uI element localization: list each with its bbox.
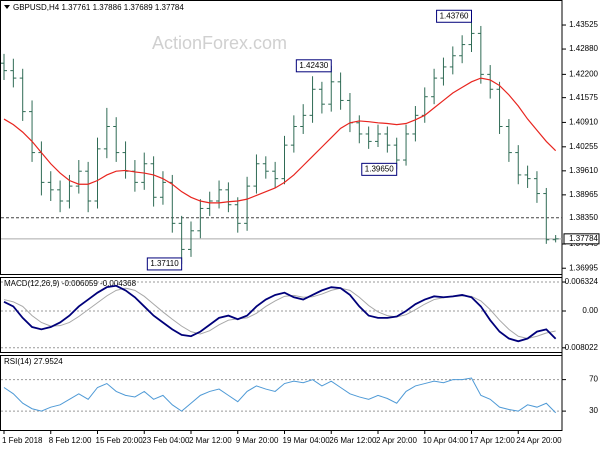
- y-tick-label: 1.43525: [569, 20, 598, 29]
- rsi-line: [3, 377, 557, 414]
- menu-arrow[interactable]: [4, 5, 10, 9]
- x-tick-label: 2 Mar 12:00: [189, 436, 232, 445]
- annotation: 1.43760: [436, 9, 472, 23]
- x-tick-label: 2 Apr 20:00: [376, 436, 417, 445]
- annotation: 1.39650: [361, 162, 398, 176]
- x-tick-label: 19 Mar 04:00: [283, 436, 331, 445]
- y-tick-label: 0.006324: [565, 277, 599, 286]
- y-tick-label: 1.42200: [569, 69, 598, 78]
- x-tick-label: 8 Feb 12:00: [49, 436, 92, 445]
- rsi-title: RSI(14) 27.9524: [4, 357, 63, 366]
- last-price-label: 1.37784: [569, 234, 598, 243]
- annotation-label: 1.43760: [440, 11, 469, 20]
- last-price-box: [563, 233, 600, 245]
- price-level-label: 1.38350: [569, 213, 598, 222]
- moving-average: [3, 77, 557, 204]
- x-tick-label: 26 Mar 12:00: [329, 436, 377, 445]
- chart-title: GBPUSD,H4 1.37761 1.37886 1.37689 1.3778…: [13, 3, 184, 12]
- annotation-box: [146, 257, 183, 271]
- x-tick-label: 10 Apr 04:00: [423, 436, 469, 445]
- y-tick-label: 30: [589, 406, 598, 415]
- y-tick-label: 1.39610: [569, 166, 598, 175]
- y-tick-label: 1.41575: [569, 93, 598, 102]
- x-tick-label: 17 Apr 12:00: [470, 436, 516, 445]
- annotation: 1.37110: [146, 257, 183, 271]
- y-tick-label: 1.38965: [569, 190, 598, 199]
- x-tick-label: 9 Mar 20:00: [236, 436, 279, 445]
- x-tick-label: 1 Feb 2018: [2, 436, 43, 445]
- x-tick-label: 24 Apr 20:00: [516, 436, 562, 445]
- annotation-box: [436, 9, 472, 23]
- annotation-label: 1.39650: [365, 164, 394, 173]
- watermark: ActionForex.com: [152, 33, 287, 53]
- y-tick-label: 1.42880: [569, 44, 598, 53]
- macd-title: MACD(12,26,9) -0.006059 -0.004368: [4, 279, 137, 288]
- annotation-label: 1.37110: [150, 259, 179, 268]
- y-tick-label: 1.40255: [569, 142, 598, 151]
- y-tick-label: -0.008022: [562, 343, 599, 352]
- annotation-label: 1.42430: [299, 61, 328, 70]
- macd-line: [3, 284, 557, 343]
- y-tick-label: 1.36995: [569, 263, 598, 272]
- x-tick-label: 23 Feb 04:00: [142, 436, 190, 445]
- annotation: 1.42430: [295, 59, 332, 73]
- annotation-box: [361, 162, 398, 176]
- y-tick-label: 1.40910: [569, 118, 598, 127]
- x-tick-label: 15 Feb 20:00: [96, 436, 144, 445]
- y-tick-label: 70: [589, 375, 598, 384]
- annotation-box: [295, 59, 332, 73]
- y-tick-label: 0.00: [582, 306, 598, 315]
